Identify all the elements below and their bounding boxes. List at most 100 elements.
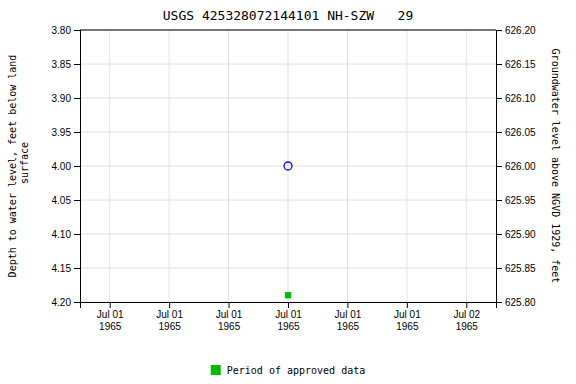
x-tick-label: Jul 011965 [216,309,243,332]
y-axis-label: Depth to water level, feet below land su… [7,55,30,278]
tick-mark [74,166,80,167]
tick-mark [110,302,111,308]
tick-mark [496,302,502,303]
y-tick-label: 4.15 [52,263,72,274]
y-tick-label: 3.80 [52,25,72,36]
tick-mark [496,268,502,269]
legend-item: Period of approved data [211,365,365,376]
y-tick-label: 4.05 [52,195,72,206]
x-tick: Jul 011965 [275,302,302,332]
tick-mark [466,302,467,308]
x-tick-label: Jul 021965 [453,309,480,332]
y-tick-label: 4.00 [52,161,72,172]
x-tick: Jul 011965 [394,302,421,332]
grid-line [109,30,110,302]
x-tick-label: Jul 011965 [97,309,124,332]
tick-mark [229,302,230,308]
tick-mark [288,302,289,308]
y-tick: 3.95 [52,127,80,138]
tick-mark [496,234,502,235]
y-tick: 4.15 [52,263,80,274]
point [284,162,292,170]
axis-line [81,303,497,309]
tick-mark [169,302,170,308]
tick-mark [74,98,80,99]
y-tick: 4.00 [52,161,80,172]
tick-mark [496,64,502,65]
y-tick-label: 3.85 [52,59,72,70]
chart: Jul 011965 Jul 011965 Jul 011965 Jul 011965… [0,0,576,384]
tick-mark [496,30,502,31]
x-tick-label: Jul 011965 [335,309,362,332]
y2-tick-label: 625.85 [505,263,536,274]
legend: Period of approved data [211,365,365,376]
y2-tick: 626.15 [496,59,536,70]
y2-tick-label: 626.05 [505,127,536,138]
grid-line [466,30,467,302]
x-tick: Jul 011965 [97,302,124,332]
point [285,292,291,298]
tick-mark [74,30,80,31]
legend-swatch [211,365,221,375]
x-tick: Jul 011965 [335,302,362,332]
y2-tick: 625.85 [496,263,536,274]
tick-mark [496,98,502,99]
y-tick-label: 3.95 [52,127,72,138]
y2-tick: 626.10 [496,93,536,104]
y-tick: 4.05 [52,195,80,206]
tick-mark [74,200,80,201]
grid-line [169,30,170,302]
grid-line [228,30,229,302]
grid-line [288,30,289,302]
tick-mark [496,166,502,167]
grid-line [406,30,407,302]
y2-tick: 626.00 [496,161,536,172]
tick-mark [74,268,80,269]
grid [80,30,496,302]
x-tick: Jul 021965 [453,302,480,332]
y2-axis-label: Groundwater level above NGVD 1929, feet [550,49,561,284]
x-tick-label: Jul 011965 [156,309,183,332]
y2-tick-label: 625.95 [505,195,536,206]
y-tick: 3.80 [52,25,80,36]
y-axis: 3.80 3.85 3.90 3.95 4.00 4.05 4.10 4.15 4.20 [52,25,81,308]
y2-tick-label: 625.90 [505,229,536,240]
y2-tick: 625.80 [496,297,536,308]
x-tick-label: Jul 011965 [275,309,302,332]
grid-line [347,30,348,302]
y2-tick: 626.20 [496,25,536,36]
y2-tick-label: 626.15 [505,59,536,70]
tick-mark [347,302,348,308]
tick-mark [407,302,408,308]
y-tick: 3.85 [52,59,80,70]
tick-mark [74,234,80,235]
y2-tick: 625.95 [496,195,536,206]
tick-mark [496,132,502,133]
title: USGS 425328072144101 NH-SZW 29 [163,8,413,23]
y-tick: 4.10 [52,229,80,240]
grid-line [80,30,496,31]
tick-mark [74,64,80,65]
x-tick: Jul 011965 [216,302,243,332]
frame-line [80,30,496,31]
y-tick-label: 4.20 [52,297,72,308]
x-axis: Jul 011965 Jul 011965 Jul 011965 Jul 011965… [81,302,497,332]
x-tick: Jul 011965 [156,302,183,332]
y2-tick-label: 626.10 [505,93,536,104]
plot: Jul 011965 Jul 011965 Jul 011965 Jul 011965… [7,25,561,332]
y-tick-label: 4.10 [52,229,72,240]
tick-mark [74,132,80,133]
y2-tick: 626.05 [496,127,536,138]
axis-line [497,31,503,303]
tick-mark [496,200,502,201]
tick-mark [74,302,80,303]
legend-label: Period of approved data [227,365,365,376]
y-tick-label: 3.90 [52,93,72,104]
y2-tick: 625.90 [496,229,536,240]
axis-line [74,31,81,303]
y2-tick-label: 626.20 [505,25,536,36]
y-tick: 4.20 [52,297,80,308]
y-tick: 3.90 [52,93,80,104]
marks [284,162,292,298]
y2-axis: 626.20 626.15 626.10 626.05 626.00 625.95 625.… [496,25,536,308]
